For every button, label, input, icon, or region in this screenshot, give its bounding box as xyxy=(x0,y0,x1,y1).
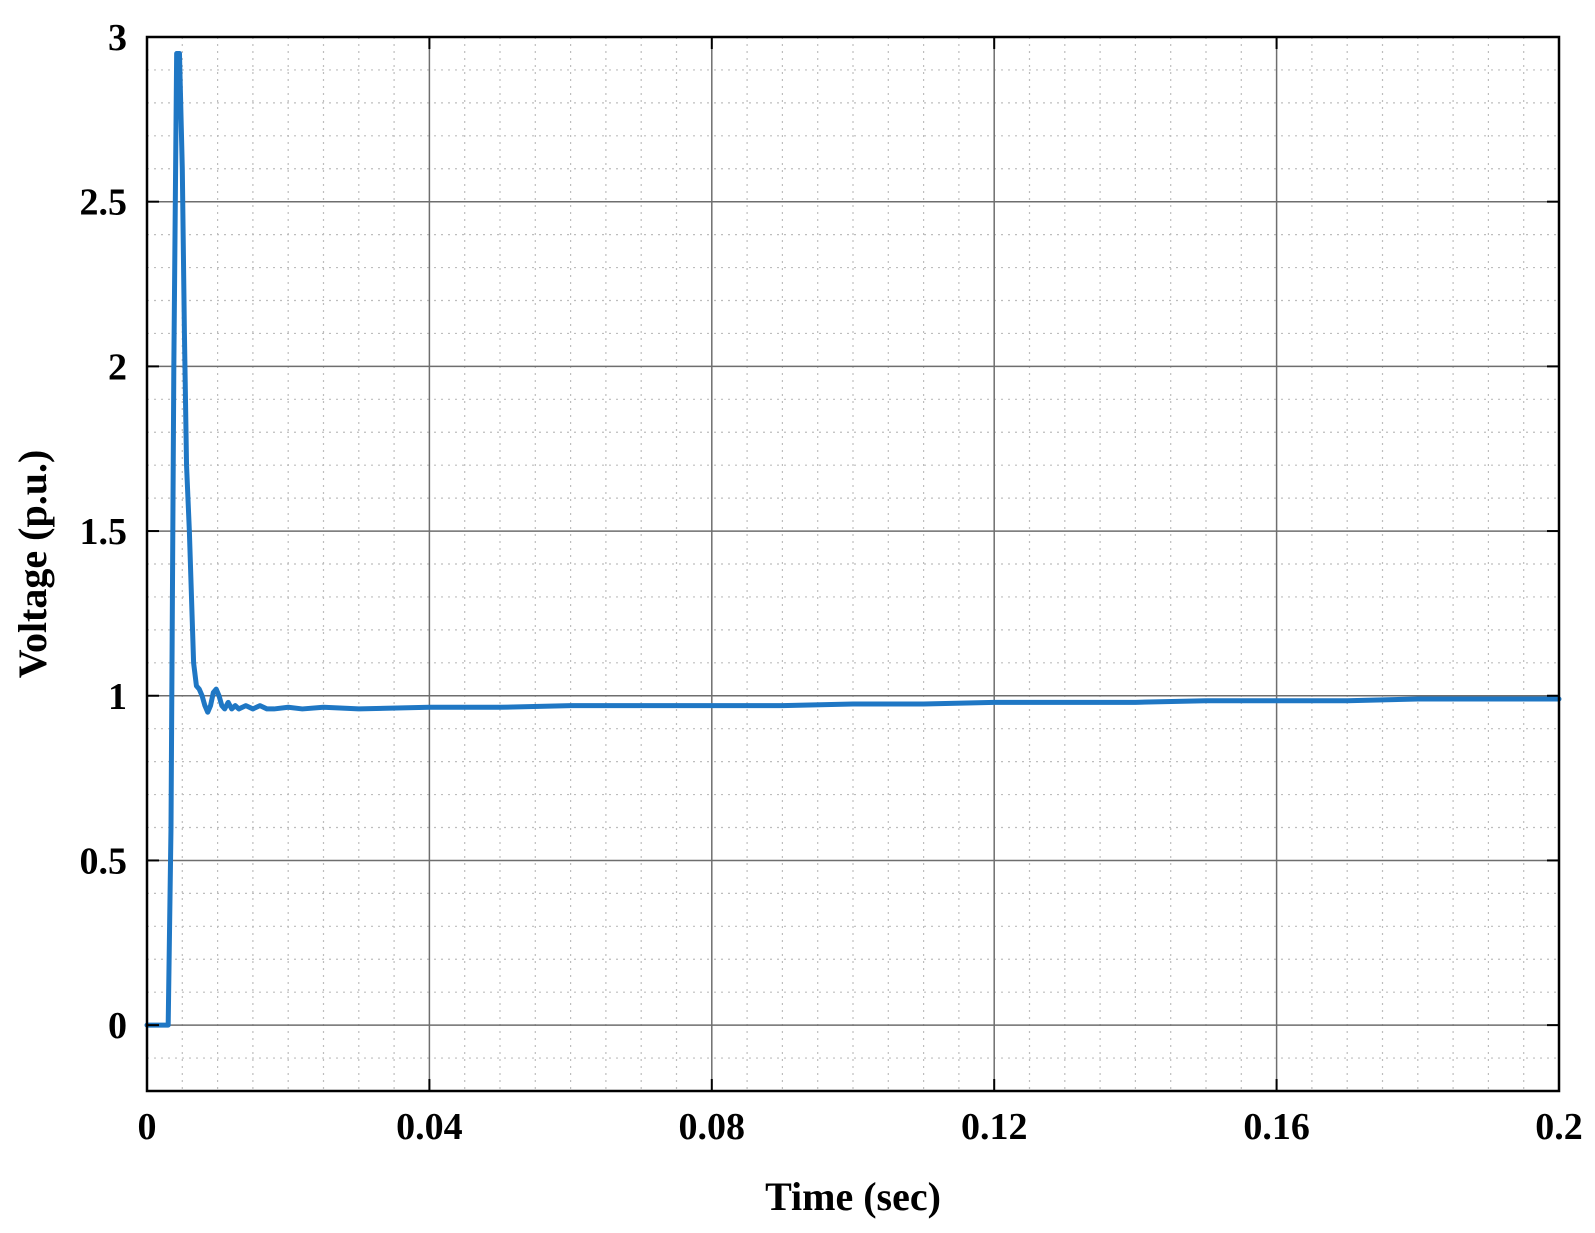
y-tick-label: 0.5 xyxy=(80,840,128,882)
x-tick-label: 0.2 xyxy=(1535,1106,1583,1148)
y-tick-label: 2 xyxy=(108,346,127,388)
y-tick-label: 1 xyxy=(108,676,127,718)
y-tick-label: 0 xyxy=(108,1005,127,1047)
axis-ticks xyxy=(146,36,1560,1091)
x-axis-label: Time (sec) xyxy=(765,1174,941,1219)
minor-grid xyxy=(147,37,1559,1092)
x-tick-label: 0.08 xyxy=(679,1106,746,1148)
y-axis-label: Voltage (p.u.) xyxy=(10,450,55,679)
plot-frame xyxy=(145,35,1561,1093)
x-tick-label: 0.16 xyxy=(1243,1106,1310,1148)
y-tick-label: 2.5 xyxy=(80,182,128,224)
voltage-series-line xyxy=(144,50,1562,1028)
y-tick-label: 1.5 xyxy=(80,511,128,553)
x-tick-labels: 0 0.04 0.08 0.12 0.16 0.2 xyxy=(138,1106,1583,1148)
x-tick-label: 0.04 xyxy=(396,1106,463,1148)
x-tick-label: 0.12 xyxy=(961,1106,1028,1148)
y-tick-labels: 0 0.5 1 1.5 2 2.5 3 xyxy=(80,17,128,1047)
x-tick-label: 0 xyxy=(138,1106,157,1148)
y-tick-label: 3 xyxy=(108,17,127,59)
